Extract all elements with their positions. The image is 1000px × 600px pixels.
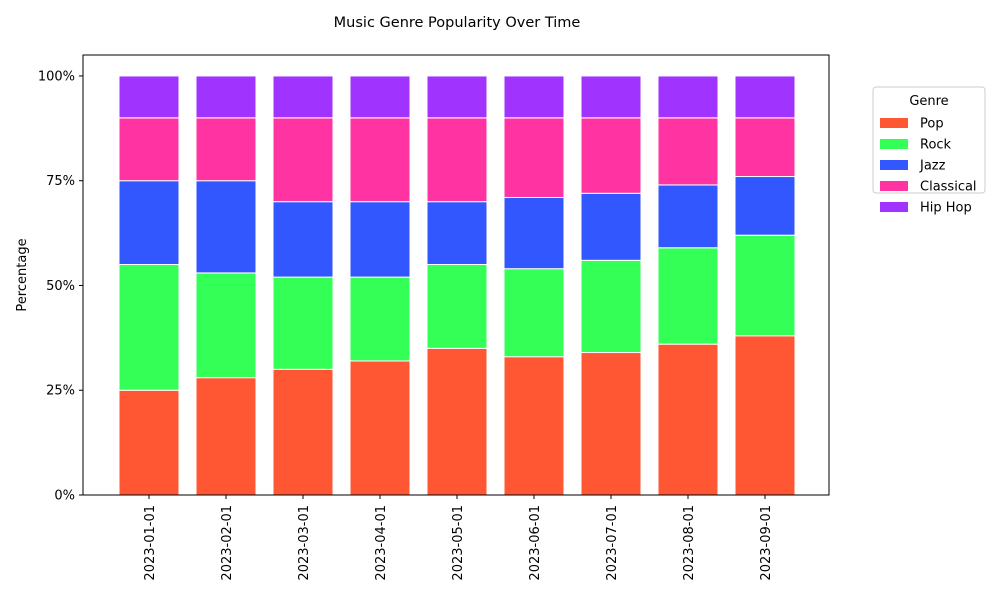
- bar-classical-2023-08-01: [657, 117, 719, 186]
- y-axis-label: Percentage: [15, 238, 30, 311]
- bar-rock-2023-06-01: [503, 268, 565, 358]
- bar-rock-2023-07-01: [580, 259, 642, 354]
- chart-title: Music Genre Popularity Over Time: [334, 15, 581, 31]
- bar-classical-2023-07-01: [580, 117, 642, 194]
- bar-hip-hop-2023-03-01: [272, 75, 334, 119]
- x-tick-label: 2023-04-01: [374, 505, 389, 581]
- bar-rock-2023-04-01: [349, 276, 411, 362]
- legend-label: Pop: [920, 117, 944, 132]
- bar-hip-hop-2023-05-01: [426, 75, 488, 119]
- bar-jazz-2023-07-01: [580, 192, 642, 261]
- bar-jazz-2023-05-01: [426, 201, 488, 266]
- bar-hip-hop-2023-02-01: [195, 75, 257, 119]
- x-axis: 2023-01-01 2023-02-01 2023-03-01 2023-04-01…: [143, 495, 774, 581]
- legend-swatch-jazz: [880, 160, 908, 170]
- bar-hip-hop-2023-09-01: [734, 75, 796, 119]
- x-tick-label: 2023-02-01: [220, 505, 235, 581]
- legend-label: Rock: [920, 138, 952, 153]
- y-tick-label: 100%: [38, 69, 75, 84]
- x-tick-label: 2023-01-01: [143, 505, 158, 581]
- legend-swatch-hip-hop: [880, 202, 908, 212]
- bar-pop-2023-09-01: [734, 335, 796, 496]
- legend-swatch-pop: [880, 118, 908, 128]
- bar-classical-2023-06-01: [503, 117, 565, 198]
- bar-classical-2023-02-01: [195, 117, 257, 182]
- bar-rock-2023-09-01: [734, 234, 796, 337]
- plot-area: [82, 54, 830, 496]
- bar-pop-2023-06-01: [503, 356, 565, 496]
- bar-pop-2023-01-01: [118, 389, 180, 496]
- bar-hip-hop-2023-04-01: [349, 75, 411, 119]
- x-tick-label: 2023-06-01: [528, 505, 543, 581]
- bar-jazz-2023-02-01: [195, 180, 257, 274]
- bar-pop-2023-04-01: [349, 360, 411, 496]
- x-tick-label: 2023-03-01: [297, 505, 312, 581]
- bar-pop-2023-02-01: [195, 377, 257, 496]
- legend-label: Jazz: [919, 159, 946, 174]
- bar-classical-2023-05-01: [426, 117, 488, 203]
- bar-hip-hop-2023-01-01: [118, 75, 180, 119]
- y-tick-label: 0%: [54, 489, 75, 504]
- x-tick-label: 2023-05-01: [451, 505, 466, 581]
- bar-rock-2023-05-01: [426, 264, 488, 349]
- bar-pop-2023-07-01: [580, 352, 642, 496]
- plot-frame: [82, 54, 830, 496]
- bar-rock-2023-08-01: [657, 247, 719, 345]
- legend-label: Classical: [920, 180, 977, 195]
- bar-jazz-2023-06-01: [503, 196, 565, 270]
- bar-classical-2023-03-01: [272, 117, 334, 203]
- bar-jazz-2023-01-01: [118, 180, 180, 266]
- legend-label: Hip Hop: [920, 201, 972, 216]
- bar-jazz-2023-04-01: [349, 201, 411, 278]
- bar-rock-2023-01-01: [118, 264, 180, 391]
- legend-title: Genre: [909, 94, 948, 109]
- bar-jazz-2023-08-01: [657, 184, 719, 249]
- x-tick-label: 2023-09-01: [759, 505, 774, 581]
- bar-hip-hop-2023-06-01: [503, 75, 565, 119]
- bar-classical-2023-01-01: [118, 117, 180, 182]
- bar-rock-2023-03-01: [272, 276, 334, 370]
- legend: Genre Pop Rock Jazz Classical Hip Hop: [872, 86, 986, 216]
- y-tick-label: 25%: [46, 384, 75, 399]
- legend-swatch-rock: [880, 139, 908, 149]
- bar-rock-2023-02-01: [195, 272, 257, 379]
- x-tick-label: 2023-07-01: [605, 505, 620, 581]
- bar-hip-hop-2023-08-01: [657, 75, 719, 119]
- bar-classical-2023-09-01: [734, 117, 796, 178]
- y-axis: 0% 25% 50% 75% 100%: [38, 69, 83, 504]
- bar-pop-2023-03-01: [272, 368, 334, 496]
- bar-hip-hop-2023-07-01: [580, 75, 642, 119]
- y-tick-label: 50%: [46, 279, 75, 294]
- bar-pop-2023-05-01: [426, 347, 488, 496]
- legend-swatch-classical: [880, 181, 908, 191]
- bar-jazz-2023-09-01: [734, 176, 796, 236]
- bar-classical-2023-04-01: [349, 117, 411, 203]
- x-tick-label: 2023-08-01: [682, 505, 697, 581]
- bar-pop-2023-08-01: [657, 343, 719, 496]
- bar-jazz-2023-03-01: [272, 201, 334, 278]
- y-tick-label: 75%: [46, 174, 75, 189]
